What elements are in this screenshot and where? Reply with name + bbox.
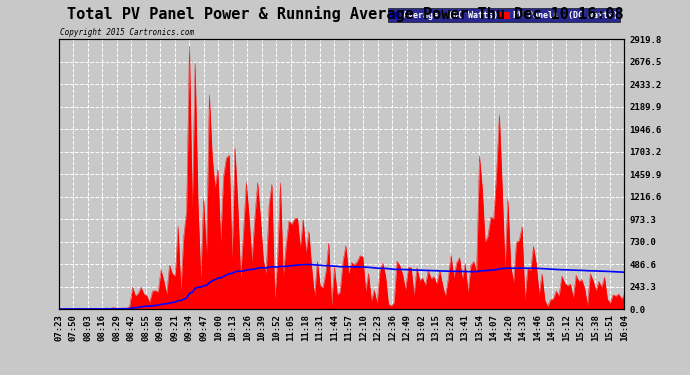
Legend: Average  (DC Watts), PV Panels  (DC Watts): Average (DC Watts), PV Panels (DC Watts) xyxy=(388,9,620,22)
Text: Total PV Panel Power & Running Average Power Thu Dec 10 16:08: Total PV Panel Power & Running Average P… xyxy=(67,6,623,22)
Text: Copyright 2015 Cartronics.com: Copyright 2015 Cartronics.com xyxy=(60,28,194,37)
